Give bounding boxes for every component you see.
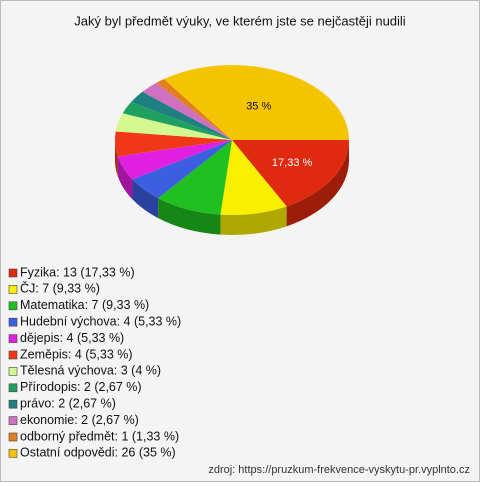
- slice: [122, 101, 232, 140]
- slice: [131, 91, 232, 140]
- slice: [232, 140, 349, 207]
- slice: [115, 113, 232, 140]
- slice-side: [115, 140, 118, 177]
- slice: [115, 131, 232, 157]
- legend-swatch: [8, 383, 18, 393]
- chart-title: Jaký byl předmět výuky, ve kterém jste s…: [74, 13, 406, 28]
- slice-side: [158, 198, 221, 235]
- legend-label: Fyzika: 13 (17,33 %): [20, 265, 135, 279]
- legend-label: Matematika: 7 (9,33 %): [20, 298, 149, 312]
- slice-side: [220, 206, 287, 235]
- legend-label: Přírodopis: 2 (2,67 %): [20, 380, 142, 394]
- legend-label: dějepis: 4 (5,33 %): [20, 331, 124, 345]
- legend-label: Hudební výchova: 4 (5,33 %): [20, 314, 181, 328]
- legend-swatch: [8, 350, 18, 360]
- legend-label: Zeměpis: 4 (5,33 %): [20, 347, 133, 361]
- legend-label: právo: 2 (2,67 %): [20, 396, 116, 410]
- slice-side: [286, 140, 349, 227]
- legend-label: ekonomie: 2 (2,67 %): [20, 413, 139, 427]
- slice: [156, 79, 232, 140]
- legend-swatch: [8, 432, 18, 442]
- legend-swatch: [8, 334, 18, 343]
- source: zdroj: https://pruzkum-frekvence-vyskytu…: [208, 464, 470, 476]
- slice-side: [117, 156, 133, 200]
- legend-label: Ostatní odpovědi: 26 (35 %): [20, 446, 176, 460]
- legend-label: odborný předmět: 1 (1,33 %): [20, 429, 179, 443]
- legend-swatch: [8, 449, 18, 458]
- legend-label: Tělesná výchova: 3 (4 %): [20, 364, 161, 378]
- slice-side: [132, 179, 159, 219]
- slice: [142, 82, 232, 140]
- slice: [220, 140, 287, 215]
- slice: [163, 64, 349, 140]
- data-label: 17,33 %: [272, 157, 313, 169]
- legend-swatch: [8, 317, 18, 327]
- legend-swatch: [8, 399, 18, 409]
- legend-label: ČJ: 7 (9,33 %): [20, 281, 100, 296]
- slice: [117, 140, 232, 180]
- legend-swatch: [8, 268, 18, 278]
- legend-swatch: [8, 367, 18, 376]
- slice: [158, 140, 232, 215]
- legend-swatch: [8, 301, 18, 311]
- slice: [132, 140, 232, 199]
- legend-swatch: [8, 285, 18, 294]
- legend-swatch: [8, 416, 18, 425]
- data-label: 35 %: [246, 101, 271, 113]
